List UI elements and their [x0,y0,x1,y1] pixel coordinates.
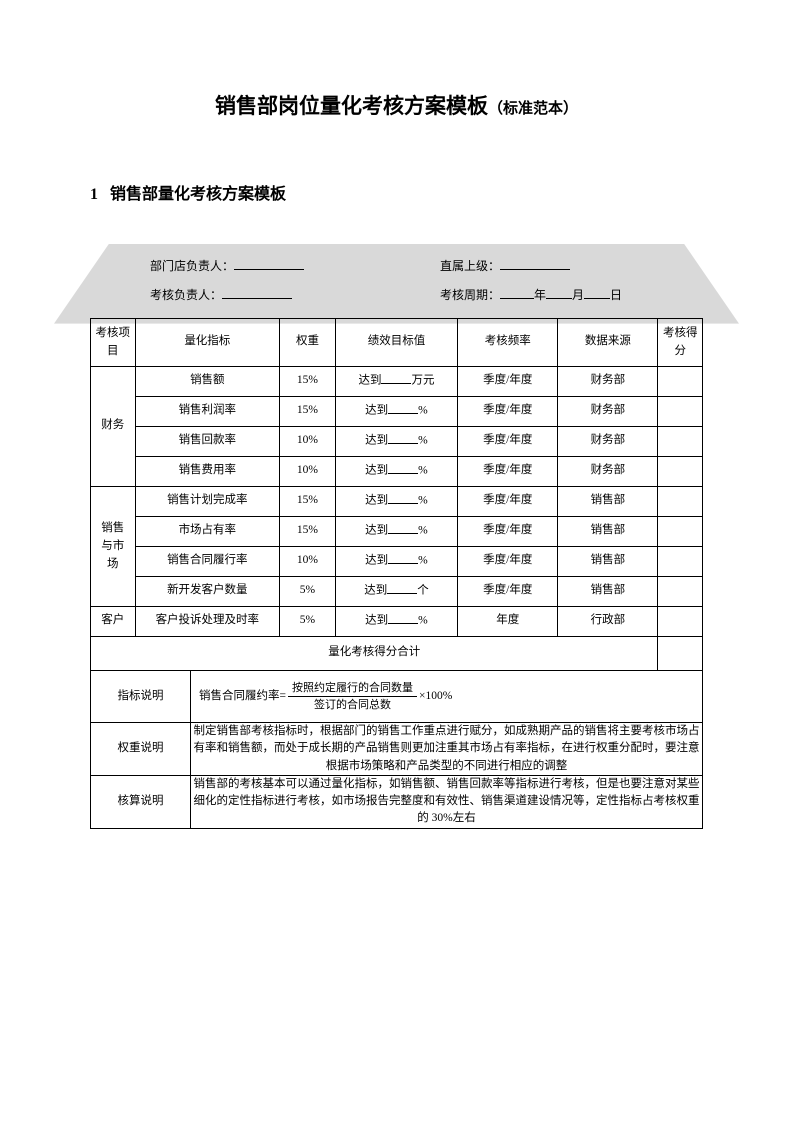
table-row: 销售利润率15%达到%季度/年度财务部 [91,396,703,426]
group-cell: 客户 [91,606,136,636]
title-sub: （标准范本） [488,101,578,117]
table-row: 销售与市场销售计划完成率15%达到%季度/年度销售部 [91,486,703,516]
period-label: 考核周期： [440,288,500,302]
note2-body: 制定销售部考核指标时，根据部门的销售工作重点进行赋分，如成熟期产品的销售将主要考… [191,723,702,775]
table-header-row: 考核项目 量化指标 权重 绩效目标值 考核频率 数据来源 考核得分 [91,318,703,366]
table-row: 销售费用率10%达到%季度/年度财务部 [91,456,703,486]
note1-body: 销售合同履约率=按照约定履行的合同数量签订的合同总数×100% [191,671,702,723]
dept-blank [234,258,304,270]
group-cell: 销售与市场 [91,486,136,606]
day-blank [584,287,610,299]
form-header: 部门店负责人： 直属上级： 考核负责人： 考核周期：年月日 [90,244,703,318]
group-cell: 财务 [91,366,136,486]
assessor-blank [222,287,292,299]
note2-label: 权重说明 [91,723,191,775]
note-weight-row: 权重说明制定销售部考核指标时，根据部门的销售工作重点进行赋分，如成熟期产品的销售… [91,723,703,776]
note3-body: 销售部的考核基本可以通过量化指标，如销售额、销售回款率等指标进行考核，但是也要注… [191,776,702,828]
col-freq: 考核频率 [458,318,558,366]
col-source: 数据来源 [558,318,658,366]
subtotal-row: 量化考核得分合计 [91,636,703,670]
superior-blank [500,258,570,270]
col-project: 考核项目 [91,318,136,366]
note-indicator-row: 指标说明销售合同履约率=按照约定履行的合同数量签订的合同总数×100% [91,670,703,723]
table-row: 客户客户投诉处理及时率5%达到%年度行政部 [91,606,703,636]
dept-label: 部门店负责人： [150,259,234,273]
col-weight: 权重 [280,318,336,366]
month-blank [546,287,572,299]
table-row: 销售合同履行率10%达到%季度/年度销售部 [91,546,703,576]
title-main: 销售部岗位量化考核方案模板 [215,94,488,118]
note-calc-row: 核算说明销售部的考核基本可以通过量化指标，如销售额、销售回款率等指标进行考核，但… [91,775,703,828]
table-row: 销售回款率10%达到%季度/年度财务部 [91,426,703,456]
note3-label: 核算说明 [91,776,191,828]
superior-label: 直属上级： [440,259,500,273]
col-metric: 量化指标 [135,318,280,366]
section-heading: 1 销售部量化考核方案模板 [90,180,703,204]
col-score: 考核得分 [658,318,703,366]
year-blank [500,287,534,299]
col-target: 绩效目标值 [335,318,457,366]
assessment-table: 考核项目 量化指标 权重 绩效目标值 考核频率 数据来源 考核得分 财务销售额1… [90,318,703,829]
table-row: 市场占有率15%达到%季度/年度销售部 [91,516,703,546]
note1-label: 指标说明 [91,671,191,723]
table-row: 财务销售额15%达到万元季度/年度财务部 [91,366,703,396]
assessor-label: 考核负责人： [150,288,222,302]
table-row: 新开发客户数量5%达到个季度/年度销售部 [91,576,703,606]
section-num: 1 [90,186,98,203]
section-text: 销售部量化考核方案模板 [110,186,286,203]
doc-title: 销售部岗位量化考核方案模板（标准范本） [90,90,703,120]
